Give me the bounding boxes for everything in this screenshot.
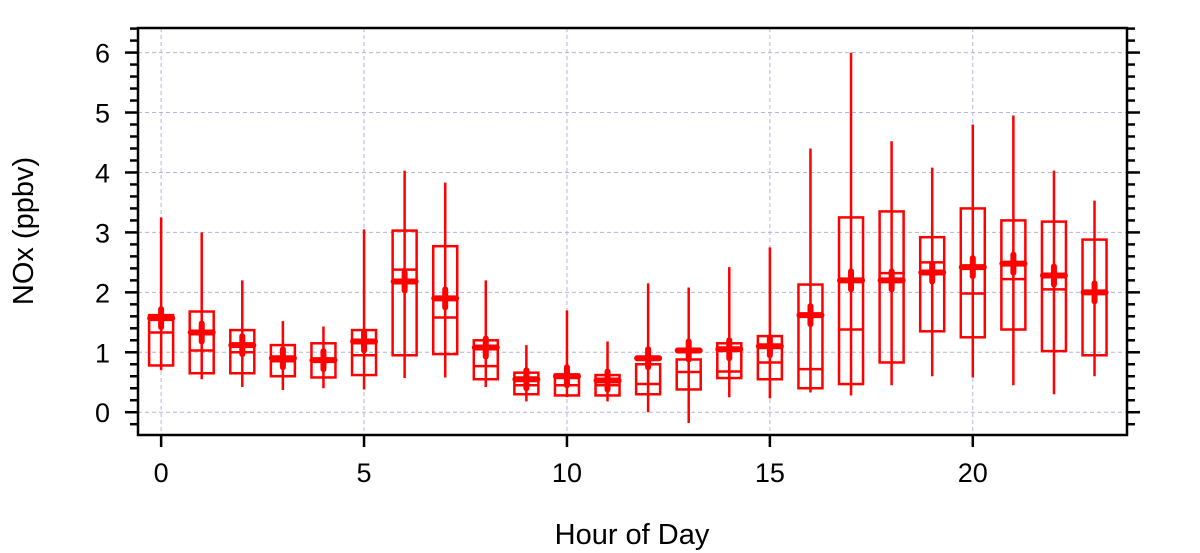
x-tick-labels: 0 5 10 15 20 <box>154 458 988 488</box>
plot-frame <box>136 26 1129 437</box>
box <box>797 283 824 390</box>
y-tick-label: 6 <box>95 39 110 69</box>
y-tick-label: 1 <box>95 338 110 368</box>
y-tick-label: 0 <box>95 398 110 428</box>
x-tick-label: 10 <box>552 458 582 488</box>
y-tick-labels: 0 1 2 3 4 5 6 <box>95 39 110 429</box>
box <box>391 229 418 357</box>
box <box>837 216 865 386</box>
x-tick-label: 0 <box>154 458 169 488</box>
x-tick-label: 15 <box>755 458 785 488</box>
box-series <box>147 52 1109 424</box>
axes <box>125 26 1140 447</box>
box <box>188 310 215 375</box>
box <box>918 235 946 333</box>
box <box>878 210 905 364</box>
x-axis-title: Hour of Day <box>555 519 710 551</box>
y-tick-label: 2 <box>95 278 110 308</box>
y-axis-title: NOx (ppbv) <box>8 157 40 305</box>
box <box>1000 219 1027 331</box>
box <box>1081 238 1108 357</box>
x-tick-label: 20 <box>958 458 988 488</box>
y-tick-label: 5 <box>95 99 110 129</box>
y-tick-label: 4 <box>95 158 110 188</box>
box <box>959 207 987 339</box>
box <box>1040 220 1068 353</box>
grid-lines <box>138 28 1127 435</box>
y-tick-label: 3 <box>95 218 110 248</box>
x-tick-label: 5 <box>357 458 372 488</box>
